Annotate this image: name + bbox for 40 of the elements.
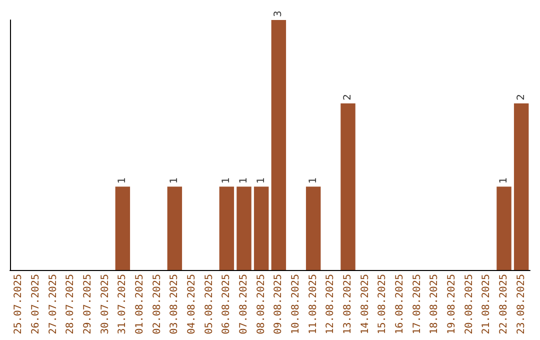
- x-tick-label: 25.07.2025: [13, 274, 24, 334]
- data-label: 3: [273, 10, 284, 17]
- x-tick-label: 08.08.2025: [256, 274, 267, 334]
- x-tick-label: 30.07.2025: [100, 274, 111, 334]
- data-label: 1: [117, 177, 128, 184]
- x-tick-label: 02.08.2025: [152, 274, 163, 334]
- x-tick-label: 05.08.2025: [204, 274, 215, 334]
- x-tick-label: 28.07.2025: [65, 274, 76, 334]
- x-tick-label: 22.08.2025: [498, 274, 510, 334]
- data-label: 1: [238, 177, 250, 184]
- data-label: 2: [342, 94, 354, 100]
- data-label: 1: [221, 177, 232, 184]
- data-label: 1: [498, 177, 510, 184]
- x-tick-label: 17.08.2025: [412, 274, 423, 334]
- data-label: 1: [169, 177, 180, 184]
- x-tick-label: 16.08.2025: [394, 274, 406, 334]
- x-tick-label: 15.08.2025: [377, 274, 388, 334]
- data-label: 1: [256, 177, 267, 184]
- x-tick-label: 14.08.2025: [360, 274, 371, 334]
- x-tick-label: 06.08.2025: [221, 274, 232, 334]
- x-tick-label: 23.08.2025: [516, 274, 527, 334]
- data-label: 1: [308, 177, 319, 184]
- x-tick-label: 31.07.2025: [117, 274, 128, 334]
- x-tick-label: 29.07.2025: [82, 274, 94, 334]
- x-tick-label: 09.08.2025: [273, 274, 284, 334]
- x-tick-label: 13.08.2025: [342, 274, 354, 334]
- x-tick-label: 11.08.2025: [308, 274, 319, 334]
- x-tick-label: 20.08.2025: [464, 274, 475, 334]
- x-tick-label: 21.08.2025: [481, 274, 492, 334]
- x-tick-label: 19.08.2025: [446, 274, 458, 334]
- data-label: 2: [516, 94, 527, 100]
- x-tick-label: 01.08.2025: [134, 274, 146, 334]
- x-tick-label: 18.08.2025: [429, 274, 440, 334]
- x-tick-label: 04.08.2025: [186, 274, 198, 334]
- x-tick-label: 10.08.2025: [290, 274, 302, 334]
- x-tick-label: 27.07.2025: [48, 274, 59, 334]
- x-tick-label: 07.08.2025: [238, 274, 250, 334]
- x-tick-label: 26.07.2025: [30, 274, 42, 334]
- x-tick-label: 03.08.2025: [169, 274, 180, 334]
- x-tick-label: 12.08.2025: [325, 274, 336, 334]
